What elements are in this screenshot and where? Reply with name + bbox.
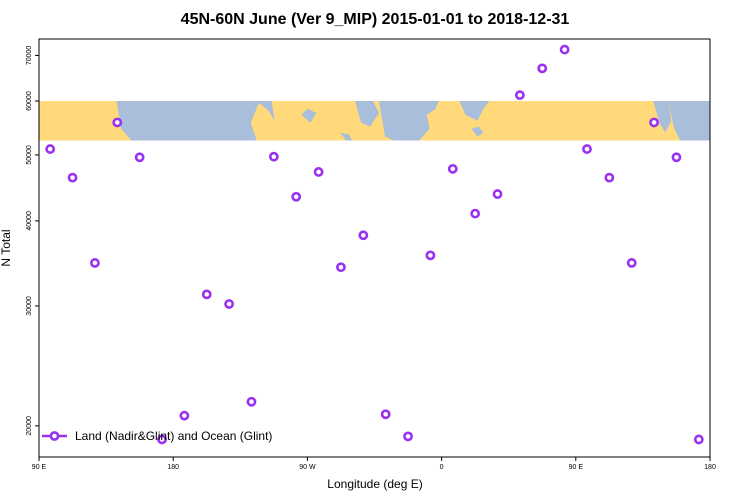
data-point (313, 167, 324, 177)
data-point (403, 431, 413, 442)
data-point (268, 151, 279, 162)
map-ocean-7 (471, 126, 484, 137)
data-point (537, 63, 548, 74)
data-point (112, 117, 123, 128)
x-tick-label-3: 0 (440, 464, 444, 471)
data-point (514, 90, 525, 101)
data-point (693, 434, 704, 445)
y-axis-label: N Total (0, 229, 13, 266)
data-point (671, 152, 682, 163)
y-tick-label-5: 70000 (26, 46, 33, 66)
data-point (649, 117, 659, 128)
data-point (470, 208, 481, 219)
map-ocean-3 (355, 101, 379, 127)
legend: Land (Nadir&Glint) and Ocean (Glint) (42, 429, 272, 443)
x-axis: 90 E 180 90 W 0 90 E 180 (32, 457, 716, 471)
data-point (336, 262, 346, 273)
x-tick-label-2: 90 W (299, 464, 316, 471)
data-point (447, 163, 458, 174)
x-axis-label: Longitude (deg E) (327, 477, 422, 491)
x-tick-label-1: 180 (167, 464, 179, 471)
data-point (201, 289, 212, 300)
data-point (626, 258, 637, 268)
map-ocean-1 (256, 101, 275, 121)
data-point (380, 409, 391, 420)
data-point (90, 258, 100, 268)
y-tick-label-2: 40000 (26, 211, 33, 231)
map-ocean-4 (340, 132, 353, 141)
map-ocean-2 (301, 108, 317, 123)
y-axis: 20000 30000 40000 50000 60000 70000 (26, 46, 39, 436)
world-map-band (39, 101, 710, 141)
map-ocean-9 (668, 101, 710, 141)
data-points (45, 44, 704, 445)
y-tick-label-0: 20000 (26, 416, 33, 436)
map-ocean-6 (459, 101, 490, 121)
map-ocean-8 (653, 101, 672, 133)
data-point (179, 410, 190, 421)
legend-label: Land (Nadir&Glint) and Ocean (Glint) (75, 429, 272, 443)
x-tick-label-5: 180 (704, 464, 716, 471)
data-point (492, 189, 503, 199)
legend-marker (49, 431, 60, 441)
data-point (425, 250, 436, 261)
data-point (358, 230, 369, 241)
data-point (224, 299, 235, 309)
map-ocean-5 (378, 101, 439, 141)
plot-frame (38, 38, 711, 458)
data-point (559, 44, 570, 55)
data-point (604, 172, 615, 183)
chart-title: 45N-60N June (Ver 9_MIP) 2015-01-01 to 2… (181, 11, 570, 28)
data-point (134, 152, 145, 163)
data-point (45, 144, 56, 154)
data-point (67, 172, 78, 183)
x-tick-label-4: 90 E (569, 464, 584, 471)
data-point (246, 396, 257, 407)
map-ocean-0 (116, 101, 260, 141)
data-point (291, 191, 302, 202)
y-tick-label-3: 50000 (26, 145, 33, 165)
y-tick-label-1: 30000 (26, 296, 33, 316)
data-point (582, 144, 592, 154)
data-point (157, 434, 167, 445)
y-tick-label-4: 60000 (26, 91, 33, 111)
x-tick-label-0: 90 E (32, 464, 47, 471)
